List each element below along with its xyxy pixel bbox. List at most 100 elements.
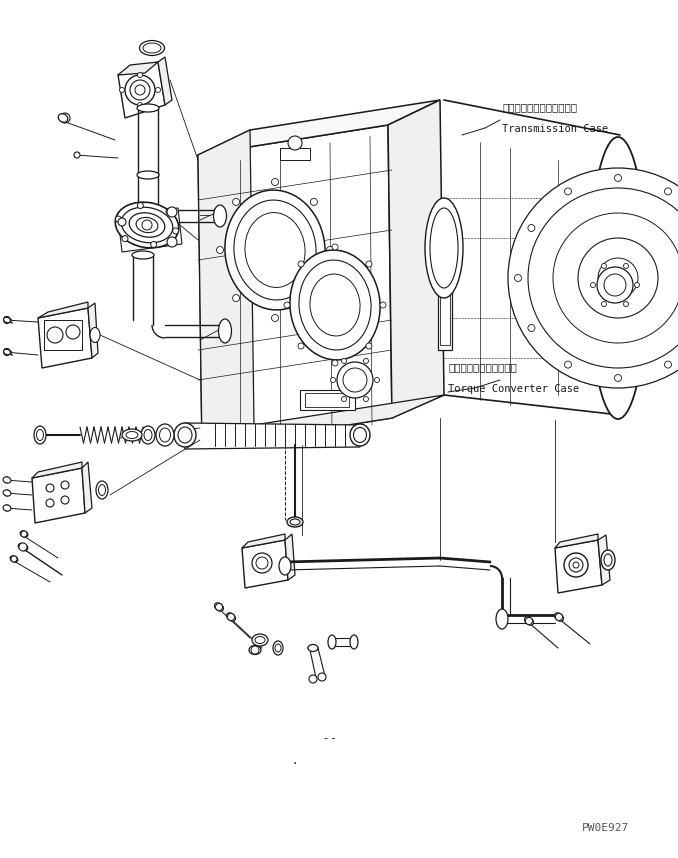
Bar	[558, 248, 574, 262]
Circle shape	[46, 499, 54, 507]
Polygon shape	[198, 130, 254, 448]
Ellipse shape	[234, 200, 316, 300]
Bar	[44, 320, 82, 350]
Ellipse shape	[279, 557, 291, 575]
Circle shape	[342, 396, 346, 402]
Ellipse shape	[353, 427, 367, 443]
Ellipse shape	[126, 432, 138, 438]
Circle shape	[525, 618, 532, 625]
Circle shape	[598, 258, 638, 298]
Ellipse shape	[174, 423, 196, 447]
Circle shape	[46, 484, 54, 492]
Circle shape	[167, 237, 177, 247]
Ellipse shape	[3, 317, 10, 323]
Text: .: .	[293, 753, 297, 767]
Circle shape	[564, 553, 588, 577]
Circle shape	[573, 562, 579, 568]
Ellipse shape	[3, 505, 11, 511]
Circle shape	[337, 362, 373, 398]
Ellipse shape	[10, 556, 18, 562]
Ellipse shape	[121, 207, 173, 243]
Circle shape	[135, 85, 145, 95]
Ellipse shape	[225, 190, 325, 310]
Circle shape	[327, 246, 334, 253]
Circle shape	[578, 238, 658, 318]
Ellipse shape	[214, 205, 226, 227]
Ellipse shape	[350, 424, 370, 446]
Polygon shape	[242, 534, 285, 548]
Ellipse shape	[144, 430, 152, 440]
Polygon shape	[32, 462, 82, 478]
Text: トルクコンバータケース: トルクコンバータケース	[448, 362, 517, 372]
Text: PW0E927: PW0E927	[582, 823, 629, 833]
Ellipse shape	[143, 43, 161, 53]
Circle shape	[624, 263, 629, 269]
Ellipse shape	[37, 430, 43, 440]
Circle shape	[125, 75, 155, 105]
Polygon shape	[198, 100, 440, 155]
Polygon shape	[118, 208, 182, 252]
Bar	[300, 390, 355, 410]
Bar	[280, 148, 310, 160]
Circle shape	[288, 136, 302, 150]
Polygon shape	[32, 468, 85, 523]
Circle shape	[614, 174, 622, 182]
Circle shape	[122, 236, 128, 242]
Ellipse shape	[90, 328, 100, 342]
Ellipse shape	[555, 613, 563, 621]
Circle shape	[597, 267, 633, 303]
Ellipse shape	[275, 644, 281, 652]
Circle shape	[311, 294, 317, 301]
Ellipse shape	[425, 198, 463, 298]
Circle shape	[298, 261, 304, 267]
Circle shape	[130, 80, 150, 100]
Polygon shape	[595, 255, 635, 318]
Ellipse shape	[159, 428, 170, 442]
Circle shape	[366, 261, 372, 267]
Ellipse shape	[137, 104, 159, 112]
Ellipse shape	[156, 424, 174, 446]
Polygon shape	[198, 125, 392, 448]
Text: - -: - -	[324, 733, 336, 743]
Circle shape	[565, 188, 572, 195]
Ellipse shape	[245, 213, 305, 287]
Ellipse shape	[310, 274, 360, 336]
Circle shape	[216, 246, 224, 253]
Circle shape	[74, 152, 80, 158]
Polygon shape	[118, 62, 165, 118]
Circle shape	[332, 360, 338, 366]
Ellipse shape	[98, 485, 106, 496]
Circle shape	[565, 361, 572, 368]
Ellipse shape	[58, 114, 68, 123]
Ellipse shape	[96, 481, 108, 499]
Circle shape	[569, 558, 583, 572]
Circle shape	[311, 198, 317, 205]
Circle shape	[167, 207, 177, 217]
Circle shape	[601, 301, 607, 306]
Ellipse shape	[290, 519, 300, 525]
Ellipse shape	[287, 517, 303, 527]
Ellipse shape	[3, 477, 11, 483]
Circle shape	[4, 477, 10, 483]
Circle shape	[553, 213, 678, 343]
Ellipse shape	[129, 213, 165, 237]
Circle shape	[118, 218, 126, 226]
Circle shape	[138, 102, 142, 107]
Polygon shape	[82, 462, 92, 513]
Ellipse shape	[115, 202, 179, 248]
Bar	[555, 245, 577, 265]
Circle shape	[138, 72, 142, 77]
Ellipse shape	[141, 426, 155, 444]
Ellipse shape	[299, 260, 371, 350]
Circle shape	[119, 88, 125, 93]
Circle shape	[155, 88, 161, 93]
Circle shape	[528, 225, 535, 232]
Circle shape	[604, 274, 626, 296]
Ellipse shape	[430, 208, 458, 288]
Circle shape	[271, 315, 279, 322]
Circle shape	[555, 613, 563, 620]
Ellipse shape	[226, 613, 235, 621]
Bar	[440, 235, 450, 345]
Circle shape	[528, 324, 535, 331]
Circle shape	[252, 553, 272, 573]
